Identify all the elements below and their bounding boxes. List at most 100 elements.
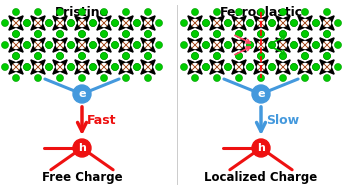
Polygon shape [119, 60, 133, 74]
Circle shape [57, 9, 63, 15]
Circle shape [133, 64, 141, 70]
Circle shape [79, 9, 86, 15]
Polygon shape [141, 60, 155, 74]
Circle shape [279, 19, 286, 26]
Circle shape [144, 9, 152, 15]
Circle shape [101, 64, 108, 70]
Circle shape [268, 41, 275, 49]
Circle shape [68, 64, 75, 70]
Circle shape [101, 19, 108, 26]
Circle shape [122, 53, 130, 60]
Circle shape [122, 74, 130, 81]
Circle shape [257, 53, 264, 60]
Circle shape [73, 139, 91, 157]
Circle shape [133, 41, 141, 49]
Circle shape [23, 19, 30, 26]
Circle shape [302, 41, 309, 49]
Circle shape [246, 41, 253, 49]
Circle shape [302, 74, 309, 81]
Circle shape [224, 64, 232, 70]
Circle shape [302, 30, 309, 38]
Circle shape [252, 139, 270, 157]
Circle shape [279, 53, 286, 60]
Circle shape [122, 53, 130, 60]
Circle shape [79, 74, 86, 81]
Circle shape [257, 53, 264, 60]
Circle shape [144, 30, 152, 38]
Circle shape [181, 64, 188, 70]
Circle shape [235, 53, 242, 60]
Polygon shape [254, 38, 268, 52]
Circle shape [257, 9, 264, 15]
Circle shape [313, 64, 320, 70]
Circle shape [68, 41, 75, 49]
Circle shape [112, 64, 119, 70]
Circle shape [335, 64, 342, 70]
Circle shape [268, 19, 275, 26]
Circle shape [57, 74, 63, 81]
Circle shape [23, 64, 30, 70]
Circle shape [192, 64, 199, 70]
Circle shape [192, 30, 199, 38]
Circle shape [268, 64, 275, 70]
Circle shape [224, 19, 232, 26]
Circle shape [144, 64, 152, 70]
Circle shape [252, 85, 270, 103]
Circle shape [268, 41, 275, 49]
Circle shape [79, 53, 86, 60]
Circle shape [235, 19, 242, 26]
Circle shape [56, 41, 64, 49]
Circle shape [1, 64, 8, 70]
Circle shape [202, 64, 210, 70]
Circle shape [224, 41, 232, 49]
Polygon shape [53, 60, 67, 74]
Circle shape [57, 53, 63, 60]
Circle shape [291, 19, 297, 26]
Polygon shape [210, 60, 224, 74]
Circle shape [235, 74, 242, 81]
Circle shape [213, 30, 221, 38]
Text: Slow: Slow [266, 114, 299, 126]
Circle shape [79, 53, 86, 60]
Circle shape [56, 64, 64, 70]
Text: Pristine: Pristine [55, 6, 109, 19]
Circle shape [68, 19, 75, 26]
Circle shape [235, 30, 242, 38]
Circle shape [335, 19, 342, 26]
Circle shape [45, 64, 52, 70]
Circle shape [101, 53, 108, 60]
Circle shape [324, 30, 331, 38]
Circle shape [302, 53, 309, 60]
Polygon shape [119, 16, 133, 30]
Circle shape [79, 41, 86, 49]
Polygon shape [31, 38, 45, 52]
Text: Ferroelastic: Ferroelastic [219, 6, 303, 19]
Circle shape [57, 53, 63, 60]
Circle shape [313, 19, 320, 26]
Circle shape [224, 64, 232, 70]
Circle shape [73, 85, 91, 103]
Circle shape [235, 41, 242, 49]
Text: h: h [257, 143, 265, 153]
Circle shape [34, 41, 41, 49]
Circle shape [213, 53, 221, 60]
Polygon shape [9, 16, 23, 30]
Circle shape [45, 19, 52, 26]
Circle shape [313, 41, 320, 49]
Circle shape [68, 19, 75, 26]
Circle shape [34, 30, 41, 38]
Circle shape [192, 74, 199, 81]
Circle shape [144, 53, 152, 60]
Polygon shape [276, 38, 290, 52]
Circle shape [279, 64, 286, 70]
Circle shape [324, 9, 331, 15]
Circle shape [279, 41, 286, 49]
Circle shape [34, 9, 41, 15]
Circle shape [144, 74, 152, 81]
Polygon shape [276, 16, 290, 30]
Circle shape [302, 19, 309, 26]
Circle shape [34, 53, 41, 60]
Circle shape [192, 9, 199, 15]
Circle shape [101, 30, 108, 38]
Circle shape [192, 53, 199, 60]
